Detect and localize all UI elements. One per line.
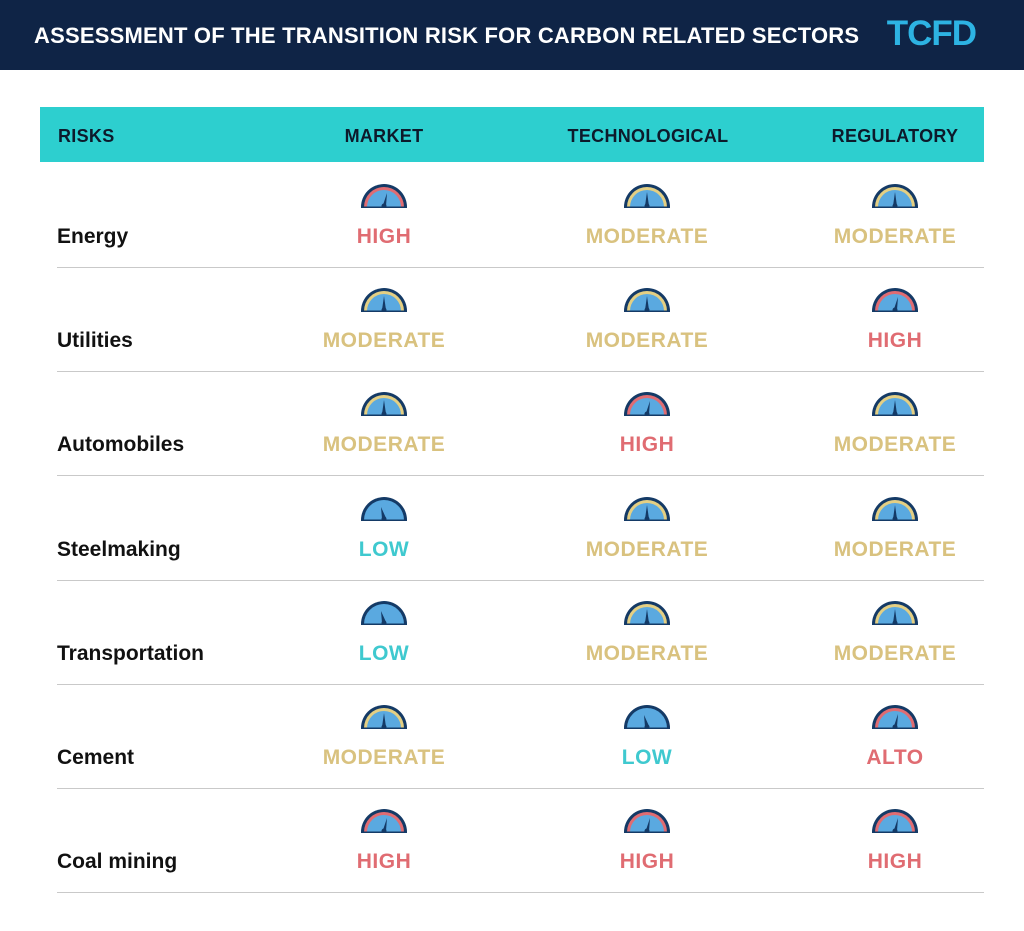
gauge-icon	[359, 494, 409, 522]
technological-risk-cell: HIGH	[547, 798, 747, 888]
risk-rating: MODERATE	[585, 641, 709, 665]
sector-label: Steelmaking	[57, 537, 181, 561]
gauge-icon	[870, 806, 920, 834]
gauge-icon	[622, 806, 672, 834]
risk-rating: HIGH	[619, 850, 675, 874]
gauge-icon	[870, 285, 920, 313]
table-row: Utilities MODERATE MODERATE HIGH	[57, 267, 984, 373]
risk-rating: MODERATE	[322, 746, 446, 769]
market-risk-cell: MODERATE	[284, 694, 484, 784]
gauge-icon	[622, 702, 672, 730]
market-risk-cell: LOW	[284, 590, 484, 680]
sector-label: Coal mining	[57, 850, 178, 874]
market-risk-cell: HIGH	[284, 173, 484, 263]
table-row: Cement MODERATE LOW ALTO	[57, 684, 984, 789]
table-header: RISKS MARKET TECHNOLOGICAL REGULATORY	[40, 107, 984, 162]
page-title: ASSESSMENT OF THE TRANSITION RISK FOR CA…	[34, 23, 860, 48]
gauge-icon	[622, 285, 672, 313]
gauge-icon	[359, 285, 409, 313]
risk-rating: MODERATE	[322, 329, 446, 353]
table-row: Coal mining HIGH HIGH HIGH	[57, 788, 984, 894]
gauge-icon	[359, 806, 409, 834]
risk-rating: MODERATE	[322, 433, 446, 457]
column-header-regulatory: REGULATORY	[831, 126, 959, 146]
tcfd-logo: TCFD	[886, 14, 977, 53]
regulatory-risk-cell: HIGH	[795, 798, 995, 888]
technological-risk-cell: MODERATE	[547, 590, 747, 680]
sector-label: Cement	[57, 746, 135, 769]
risk-rating: HIGH	[867, 850, 923, 874]
table-row: Transportation LOW MODERATE MODERATE	[57, 580, 984, 685]
technological-risk-cell: MODERATE	[547, 486, 747, 576]
gauge-icon	[870, 389, 920, 417]
regulatory-risk-cell: ALTO	[795, 694, 995, 784]
risk-rating: HIGH	[619, 433, 675, 457]
risk-rating: LOW	[621, 746, 673, 769]
gauge-icon	[870, 181, 920, 209]
table-row: Automobiles MODERATE HIGH MODERATE	[57, 371, 984, 477]
market-risk-cell: MODERATE	[284, 381, 484, 471]
risk-rating: HIGH	[867, 329, 923, 353]
gauge-icon	[359, 702, 409, 730]
regulatory-risk-cell: MODERATE	[795, 381, 995, 471]
table-row: Steelmaking LOW MODERATE MODERATE	[57, 476, 984, 581]
title-bar: ASSESSMENT OF THE TRANSITION RISK FOR CA…	[0, 0, 1024, 70]
technological-risk-cell: HIGH	[547, 381, 747, 471]
column-header-technological: TECHNOLOGICAL	[567, 126, 729, 146]
sector-label: Automobiles	[57, 433, 185, 457]
gauge-icon	[359, 389, 409, 417]
risk-rating: MODERATE	[585, 225, 709, 248]
gauge-icon	[359, 181, 409, 209]
column-header-market: MARKET	[344, 126, 424, 146]
risk-rating: LOW	[358, 537, 410, 561]
regulatory-risk-cell: MODERATE	[795, 173, 995, 263]
risk-rating: MODERATE	[833, 225, 957, 248]
gauge-icon	[870, 598, 920, 626]
gauge-icon	[870, 702, 920, 730]
technological-risk-cell: LOW	[547, 694, 747, 784]
gauge-icon	[359, 598, 409, 626]
risk-rating: MODERATE	[833, 433, 957, 457]
risk-rating: LOW	[358, 641, 410, 665]
risk-rating: MODERATE	[585, 537, 709, 561]
sector-label: Transportation	[57, 641, 205, 665]
risk-rating: MODERATE	[585, 329, 709, 353]
risk-rating: HIGH	[356, 850, 412, 874]
risk-rating: MODERATE	[833, 641, 957, 665]
risk-rating: HIGH	[356, 225, 412, 248]
risk-rating: MODERATE	[833, 537, 957, 561]
gauge-icon	[622, 494, 672, 522]
market-risk-cell: LOW	[284, 486, 484, 576]
table-row: Energy HIGH MODERATE MODERATE	[57, 163, 984, 268]
gauge-icon	[622, 598, 672, 626]
technological-risk-cell: MODERATE	[547, 277, 747, 367]
technological-risk-cell: MODERATE	[547, 173, 747, 263]
market-risk-cell: HIGH	[284, 798, 484, 888]
gauge-icon	[870, 494, 920, 522]
gauge-icon	[622, 181, 672, 209]
gauge-icon	[622, 389, 672, 417]
regulatory-risk-cell: MODERATE	[795, 486, 995, 576]
regulatory-risk-cell: HIGH	[795, 277, 995, 367]
column-header-risks: RISKS	[58, 126, 115, 146]
risk-rating: ALTO	[866, 746, 924, 769]
regulatory-risk-cell: MODERATE	[795, 590, 995, 680]
market-risk-cell: MODERATE	[284, 277, 484, 367]
sector-label: Energy	[57, 225, 129, 248]
sector-label: Utilities	[57, 329, 133, 353]
